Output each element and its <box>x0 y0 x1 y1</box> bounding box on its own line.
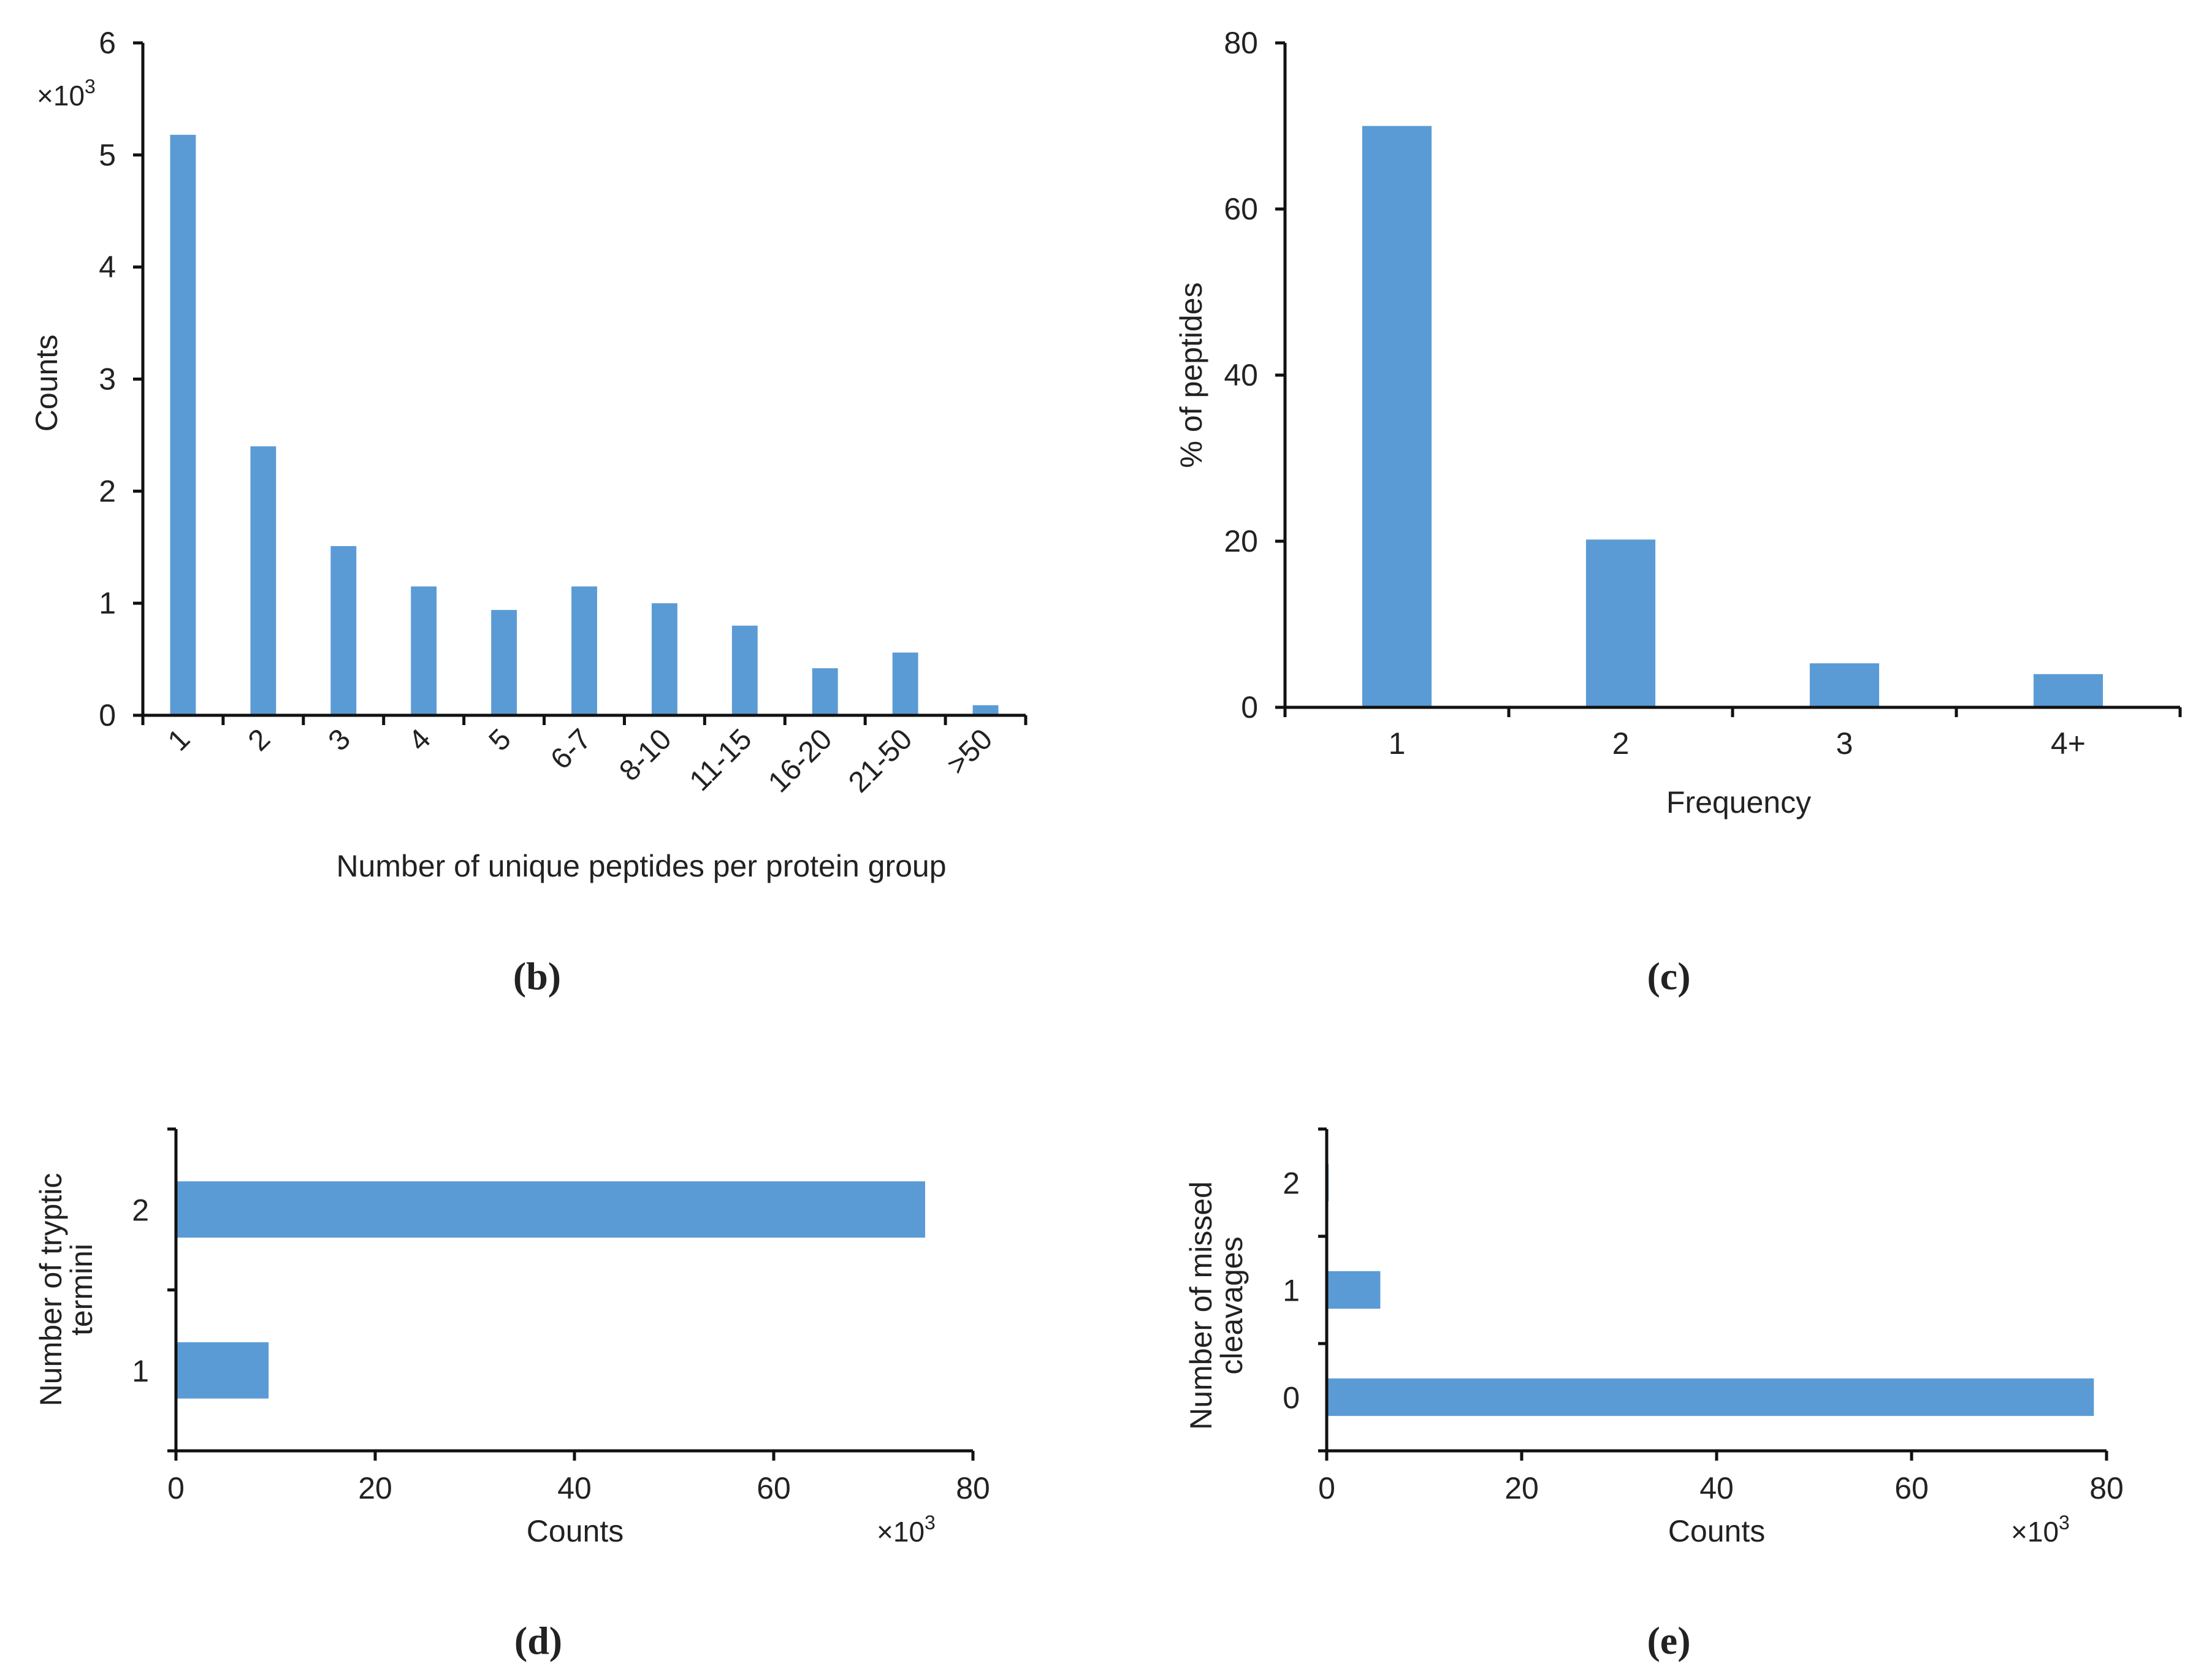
panel-c-y-axis-label: % of peptides <box>1174 283 1208 468</box>
panel-b-bar <box>330 546 357 715</box>
panel-c-category-label: 2 <box>1612 726 1630 761</box>
panel-c-y-tick-label: 40 <box>1224 358 1258 392</box>
panel-b-bar <box>892 652 918 715</box>
panel-b-category-label: 21-50 <box>842 723 918 799</box>
chart-panel-b: 0 1 2 3 4 5 6 1 2 3 4 5 6-7 8-10 11-15 16-20 21-50 >50 Co… <box>29 26 1028 998</box>
panel-e-x-tick-label: 20 <box>1505 1471 1539 1505</box>
panel-e-ticks: 0 20 40 60 80 0 1 2 <box>1283 1127 2124 1505</box>
panel-label-b: (b) <box>513 954 561 998</box>
panel-d-bar <box>176 1342 269 1399</box>
panel-e-y-axis-label: Number of missed <box>1184 1181 1218 1430</box>
panel-d-bars <box>176 1181 925 1399</box>
panel-b-y-tick-label: 0 <box>99 698 116 732</box>
chart-panel-d: 0 20 40 60 80 1 2 Number of tryptic termini Co… <box>34 1127 990 1662</box>
panel-e-x-tick-label: 60 <box>1894 1471 1929 1505</box>
panel-b-category-label: 8-10 <box>613 723 677 787</box>
panel-e-category-label: 0 <box>1283 1381 1300 1415</box>
panel-b-bar <box>491 610 517 715</box>
panel-c-category-label: 4+ <box>2051 726 2086 761</box>
panel-e-bar <box>1327 1271 1381 1309</box>
panel-b-category-label: 6-7 <box>544 723 598 776</box>
panel-label-c: (c) <box>1647 954 1690 998</box>
panel-d-bar <box>176 1181 925 1238</box>
panel-b-category-label: 3 <box>322 723 357 757</box>
panel-b-y-tick-label: 1 <box>99 586 116 620</box>
panel-d-axes <box>174 1129 973 1453</box>
panel-b-bar <box>731 625 758 715</box>
panel-label-d: (d) <box>514 1619 562 1662</box>
panel-b-multiplier: ×103 <box>37 75 96 112</box>
panel-c-y-tick-label: 60 <box>1224 192 1258 226</box>
panel-b-category-label: 2 <box>242 723 276 757</box>
panel-b-bars <box>170 134 999 715</box>
panel-b-bar <box>812 668 838 715</box>
panel-b-ticks: 0 1 2 3 4 5 6 1 2 3 4 5 6-7 8-10 11-15 16-20 21-50 >50 <box>99 26 1028 799</box>
panel-b-category-label: >50 <box>940 723 999 781</box>
panel-b-y-tick-label: 6 <box>99 26 116 60</box>
panel-c-category-label: 3 <box>1836 726 1853 761</box>
panel-label-e: (e) <box>1647 1619 1690 1662</box>
panel-b-bar <box>411 586 437 715</box>
panel-b-category-label: 16-20 <box>762 723 838 799</box>
panel-b-y-tick-label: 2 <box>99 474 116 508</box>
panel-c-y-tick-label: 20 <box>1224 524 1258 558</box>
panel-e-x-tick-label: 40 <box>1699 1471 1734 1505</box>
panel-e-category-label: 1 <box>1283 1274 1300 1308</box>
panel-b-category-label: 1 <box>162 723 196 757</box>
panel-c-x-axis-label: Frequency <box>1666 785 1811 819</box>
panel-d-x-tick-label: 60 <box>757 1471 791 1505</box>
panel-d-multiplier: ×103 <box>877 1512 936 1548</box>
panel-e-x-tick-label: 0 <box>1318 1471 1335 1505</box>
panel-d-x-tick-label: 80 <box>956 1471 990 1505</box>
panel-c-y-tick-label: 80 <box>1224 26 1258 60</box>
panel-d-x-axis-label: Counts <box>527 1514 624 1548</box>
panel-c-y-tick-label: 0 <box>1241 690 1258 724</box>
panel-e-x-tick-label: 80 <box>2089 1471 2124 1505</box>
panel-b-y-tick-label: 5 <box>99 138 116 172</box>
panel-b-y-axis-label: Counts <box>29 335 64 432</box>
panel-c-bar <box>2033 674 2103 707</box>
panel-c-category-label: 1 <box>1389 726 1406 761</box>
panel-c-bar <box>1585 539 1656 707</box>
chart-panel-c: 0 20 40 60 80 1 2 3 4+ % of peptides Frequency (… <box>1174 26 2182 998</box>
panel-d-category-label: 2 <box>132 1193 149 1227</box>
panel-b-category-label: 5 <box>483 723 517 757</box>
panel-e-bars <box>1327 1163 2094 1417</box>
panel-b-y-tick-label: 4 <box>99 250 116 284</box>
panel-e-y-axis-label-line2: cleavages <box>1215 1236 1249 1374</box>
panel-d-ticks: 0 20 40 60 80 1 2 <box>132 1127 990 1505</box>
panel-e-category-label: 2 <box>1283 1166 1300 1201</box>
panel-d-x-tick-label: 40 <box>557 1471 592 1505</box>
panel-d-y-axis-label-line2: termini <box>64 1244 99 1336</box>
panel-b-bar <box>972 705 999 715</box>
panel-c-ticks: 0 20 40 60 80 1 2 3 4+ <box>1224 26 2182 761</box>
panel-d-x-tick-label: 0 <box>167 1471 185 1505</box>
panel-b-bar <box>250 446 276 715</box>
panel-b-x-axis-label: Number of unique peptides per protein gr… <box>336 849 946 883</box>
panel-e-x-axis-label: Counts <box>1668 1514 1765 1548</box>
panel-c-bars <box>1362 126 2103 707</box>
panel-b-bar <box>571 586 597 715</box>
panel-d-y-axis-label: Number of tryptic <box>34 1173 68 1407</box>
panel-b-category-label: 11-15 <box>684 723 758 797</box>
panel-c-bar <box>1809 663 1880 707</box>
panel-e-bar <box>1327 1378 2094 1417</box>
panel-e-multiplier: ×103 <box>2011 1512 2070 1548</box>
panel-b-bar <box>170 134 196 715</box>
panel-b-bar <box>651 603 677 715</box>
panel-b-y-tick-label: 3 <box>99 362 116 397</box>
panel-b-category-label: 4 <box>403 723 437 757</box>
panel-c-bar <box>1362 126 1432 707</box>
panel-d-category-label: 1 <box>132 1354 149 1388</box>
panel-d-x-tick-label: 20 <box>358 1471 392 1505</box>
